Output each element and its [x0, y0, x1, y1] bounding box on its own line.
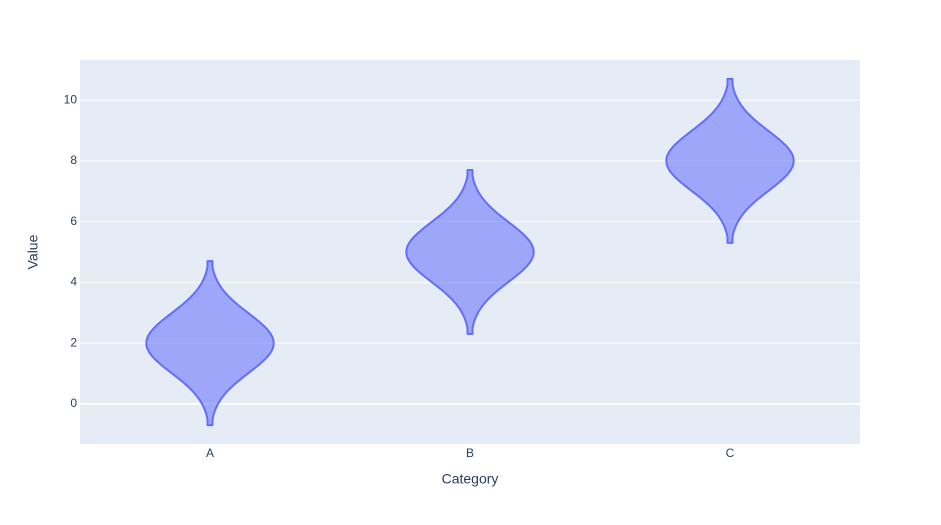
violin — [405, 168, 535, 336]
y-tick-label: 2 — [70, 335, 77, 349]
y-tick-label: 0 — [70, 396, 77, 410]
x-tick-label: A — [206, 446, 214, 460]
y-tick-label: 8 — [70, 153, 77, 167]
y-tick-label: 10 — [64, 92, 78, 106]
violin — [665, 77, 795, 244]
y-axis-title: Value — [25, 234, 41, 269]
y-tick-label: 4 — [70, 275, 77, 289]
y-tick-label: 6 — [70, 214, 77, 228]
x-tick-label: B — [466, 446, 474, 460]
x-axis-title: Category — [442, 471, 499, 487]
violin — [145, 260, 275, 427]
x-tick-label: C — [726, 446, 735, 460]
